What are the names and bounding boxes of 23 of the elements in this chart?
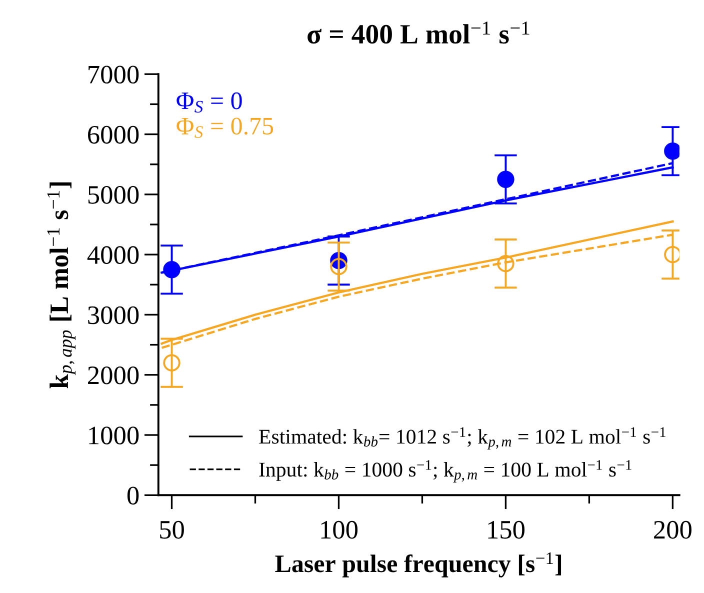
y-axis-title: k$_{p,app}$ [L mol$^{−1}$ s$^{−1}$] [47, 182, 76, 388]
y-tick-label: 4000 [87, 246, 139, 264]
x-tick-label: 150 [488, 520, 524, 539]
y-tick-label: 5000 [88, 186, 139, 204]
text: Φ$_{S}$ = 0.75 [176, 118, 274, 138]
chart-title: σ = 400 L mol$^{−1}$ s$^{−1}$ [308, 22, 530, 44]
text: Input: k$_{bb}$ = 1000 s$^{−1}$; k$_{p,m}$ = 100 L mol$^{−1}$ s$^{−1}$ [259, 460, 632, 482]
y-tick-label: 3000 [88, 306, 139, 324]
y-tick-label: 7000 [88, 66, 139, 84]
text: Φ$_{S}$ = 0 [176, 92, 242, 113]
y-tick-label: 0 [127, 486, 139, 505]
x-tick-label: 50 [160, 520, 184, 539]
point [497, 170, 514, 188]
point [497, 254, 514, 272]
x-tick-label: 200 [654, 520, 692, 539]
x-tick-label: 100 [321, 520, 358, 539]
point [163, 354, 180, 372]
x-axis-title: Laser pulse frequency [s$^{−1}$] [275, 552, 562, 578]
point [330, 258, 348, 276]
y-tick-label: 1000 [89, 426, 139, 444]
y-tick-label: 6000 [88, 126, 139, 144]
text: Estimated: k$_{bb}$= 1012 s$^{−1}$; k$_{p,m}$ = 102 L mol$^{−1}$ s$^{−1}$ [259, 427, 666, 450]
y-tick-label: 2000 [88, 366, 139, 384]
